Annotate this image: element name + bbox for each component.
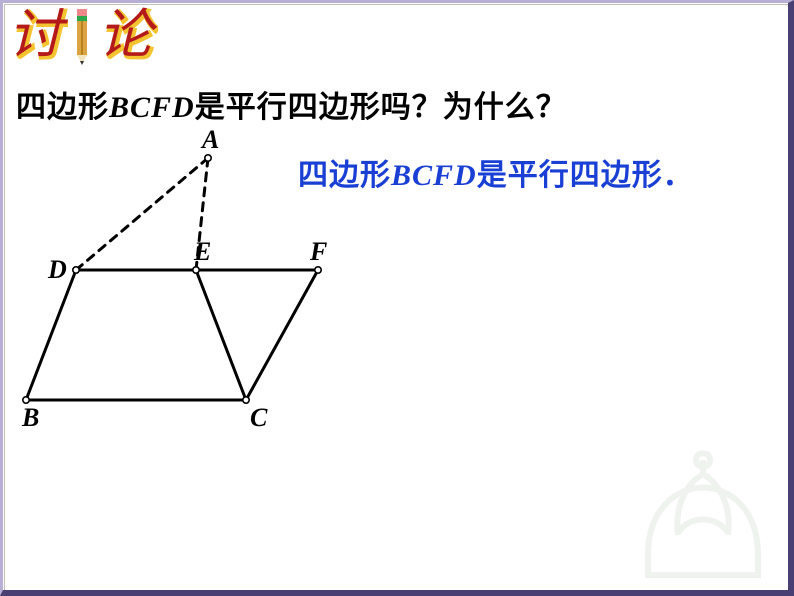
answer-latin: BCFD: [391, 159, 477, 192]
question-latin: BCFD: [109, 91, 195, 124]
svg-text:F: F: [309, 237, 327, 266]
answer-post: 是平行四边形．: [477, 159, 694, 192]
heading-char-2: 论 论: [96, 5, 158, 71]
question-post: 是平行四边形吗？为什么？: [195, 91, 567, 124]
heading-char-1: 讨 讨: [6, 5, 68, 71]
watermark-icon: [618, 415, 788, 590]
heading: 讨 讨 论 论: [6, 4, 158, 72]
question-text: 四边形BCFD是平行四边形吗？为什么？: [16, 82, 567, 126]
svg-text:A: A: [200, 130, 219, 154]
svg-text:B: B: [21, 403, 39, 430]
svg-text:讨: 讨: [8, 5, 68, 65]
pencil-icon: [68, 8, 96, 68]
svg-text:D: D: [47, 255, 67, 284]
svg-text:E: E: [193, 237, 211, 266]
geometry-diagram: A D E F B C: [16, 130, 376, 435]
svg-text:C: C: [250, 403, 268, 430]
question-pre: 四边形: [16, 91, 109, 124]
svg-text:论: 论: [98, 5, 158, 65]
